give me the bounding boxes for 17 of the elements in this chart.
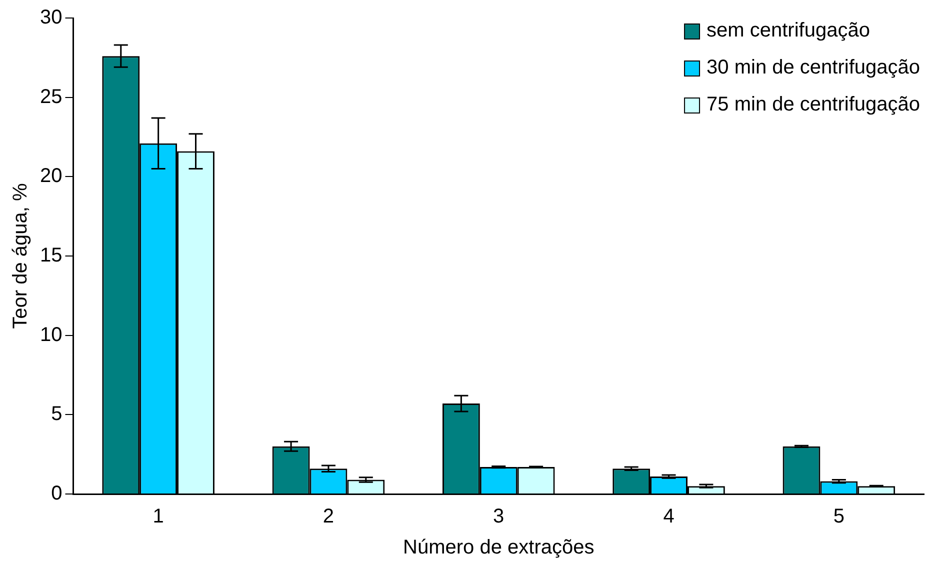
y-tick-label: 15 <box>40 244 62 267</box>
y-axis-title: Teor de água, % <box>10 182 32 329</box>
y-tick-label: 30 <box>40 6 62 29</box>
x-tick-label: 5 <box>833 506 844 528</box>
legend-label: 75 min de centrifugação <box>706 94 920 116</box>
x-tick-label: 2 <box>322 506 334 528</box>
x-tick-label: 3 <box>493 506 504 528</box>
y-tick-label: 25 <box>40 86 62 108</box>
legend-label: sem centrifugação <box>706 20 870 42</box>
y-tick-label: 5 <box>51 403 62 426</box>
x-axis-title: Número de extrações <box>403 536 594 559</box>
y-tick-label: 10 <box>40 324 62 346</box>
x-tick-label: 1 <box>152 506 164 528</box>
legend-label: 30 min de centrifugação <box>706 56 920 79</box>
y-tick-label: 20 <box>40 165 62 188</box>
y-tick-label: 0 <box>51 482 62 505</box>
x-tick-label: 4 <box>663 506 674 528</box>
